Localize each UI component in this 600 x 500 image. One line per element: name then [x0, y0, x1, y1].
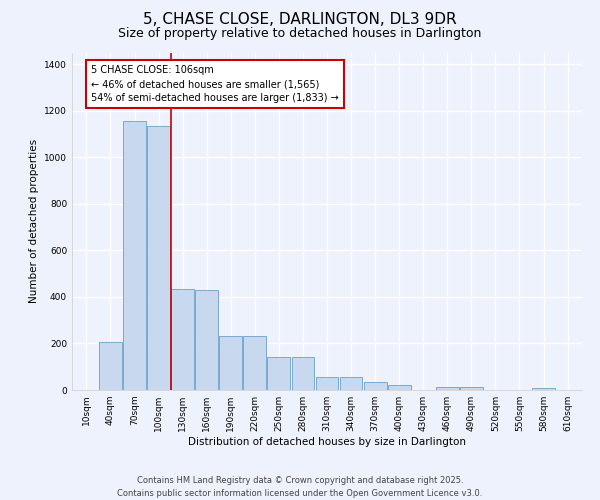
Bar [171, 289, 194, 390]
Bar [220, 336, 242, 390]
Bar [99, 342, 122, 390]
Text: 5, CHASE CLOSE, DARLINGTON, DL3 9DR: 5, CHASE CLOSE, DARLINGTON, DL3 9DR [143, 12, 457, 28]
Bar [316, 376, 338, 390]
Text: Size of property relative to detached houses in Darlington: Size of property relative to detached ho… [118, 28, 482, 40]
Text: 5 CHASE CLOSE: 106sqm
← 46% of detached houses are smaller (1,565)
54% of semi-d: 5 CHASE CLOSE: 106sqm ← 46% of detached … [91, 66, 339, 104]
Bar [364, 382, 386, 390]
Bar [532, 388, 555, 390]
Bar [195, 290, 218, 390]
X-axis label: Distribution of detached houses by size in Darlington: Distribution of detached houses by size … [188, 437, 466, 447]
Bar [292, 358, 314, 390]
Bar [436, 387, 459, 390]
Bar [147, 126, 170, 390]
Bar [460, 387, 483, 390]
Bar [268, 358, 290, 390]
Text: Contains HM Land Registry data © Crown copyright and database right 2025.
Contai: Contains HM Land Registry data © Crown c… [118, 476, 482, 498]
Bar [388, 386, 410, 390]
Bar [340, 377, 362, 390]
Bar [244, 336, 266, 390]
Y-axis label: Number of detached properties: Number of detached properties [29, 139, 38, 304]
Bar [123, 121, 146, 390]
